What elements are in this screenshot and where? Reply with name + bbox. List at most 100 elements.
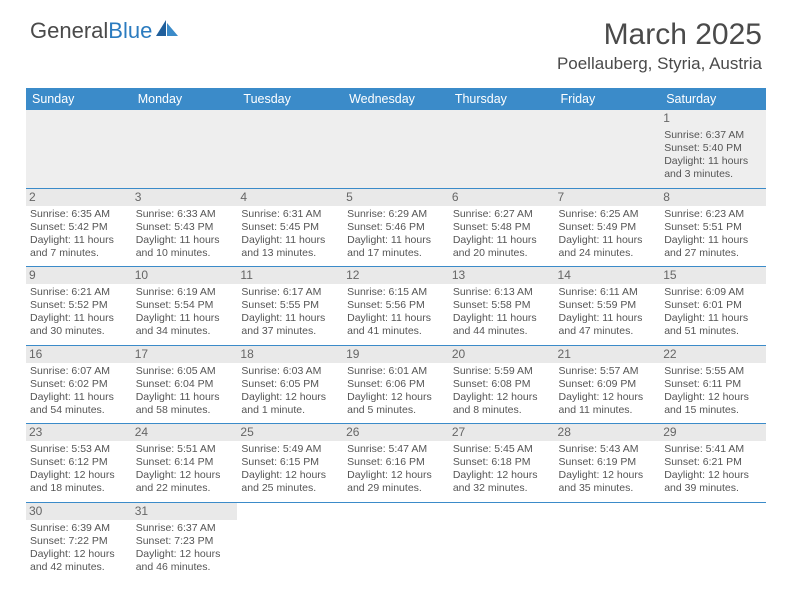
day-number: 21 <box>555 346 661 363</box>
day-number: 20 <box>449 346 555 363</box>
sunrise-text: Sunrise: 5:43 AM <box>559 443 657 456</box>
day-header: Thursday <box>449 88 555 110</box>
header: GeneralBlue March 2025 Poellauberg, Styr… <box>0 0 792 82</box>
daylight-text: and 46 minutes. <box>136 561 234 574</box>
day-number: 30 <box>26 503 132 520</box>
sunset-text: Sunset: 7:22 PM <box>30 535 128 548</box>
sunset-text: Sunset: 5:43 PM <box>136 221 234 234</box>
calendar-cell: 4Sunrise: 6:31 AMSunset: 5:45 PMDaylight… <box>237 188 343 267</box>
day-number: 23 <box>26 424 132 441</box>
daylight-text: Daylight: 11 hours <box>559 234 657 247</box>
daylight-text: Daylight: 11 hours <box>241 312 339 325</box>
calendar-cell: 22Sunrise: 5:55 AMSunset: 6:11 PMDayligh… <box>660 345 766 424</box>
title-block: March 2025 Poellauberg, Styria, Austria <box>557 18 762 74</box>
calendar-cell <box>343 110 449 188</box>
sunrise-text: Sunrise: 6:37 AM <box>136 522 234 535</box>
day-number: 14 <box>555 267 661 284</box>
day-header: Tuesday <box>237 88 343 110</box>
day-number: 10 <box>132 267 238 284</box>
day-number: 6 <box>449 189 555 206</box>
sunset-text: Sunset: 6:01 PM <box>664 299 762 312</box>
logo: GeneralBlue <box>30 18 180 44</box>
sunset-text: Sunset: 5:46 PM <box>347 221 445 234</box>
day-number: 18 <box>237 346 343 363</box>
calendar-cell: 18Sunrise: 6:03 AMSunset: 6:05 PMDayligh… <box>237 345 343 424</box>
sunrise-text: Sunrise: 6:35 AM <box>30 208 128 221</box>
daylight-text: Daylight: 12 hours <box>453 391 551 404</box>
daylight-text: Daylight: 11 hours <box>347 312 445 325</box>
sunset-text: Sunset: 6:16 PM <box>347 456 445 469</box>
sunrise-text: Sunrise: 6:01 AM <box>347 365 445 378</box>
daylight-text: and 7 minutes. <box>30 247 128 260</box>
day-number: 12 <box>343 267 449 284</box>
sunrise-text: Sunrise: 6:25 AM <box>559 208 657 221</box>
sunrise-text: Sunrise: 5:57 AM <box>559 365 657 378</box>
daylight-text: and 3 minutes. <box>664 168 762 181</box>
daylight-text: Daylight: 11 hours <box>664 234 762 247</box>
daylight-text: and 32 minutes. <box>453 482 551 495</box>
calendar-cell: 13Sunrise: 6:13 AMSunset: 5:58 PMDayligh… <box>449 267 555 346</box>
calendar-cell: 27Sunrise: 5:45 AMSunset: 6:18 PMDayligh… <box>449 424 555 503</box>
daylight-text: and 27 minutes. <box>664 247 762 260</box>
calendar-cell <box>237 110 343 188</box>
sail-icon <box>154 18 180 44</box>
calendar-cell: 9Sunrise: 6:21 AMSunset: 5:52 PMDaylight… <box>26 267 132 346</box>
sunrise-text: Sunrise: 6:09 AM <box>664 286 762 299</box>
daylight-text: and 20 minutes. <box>453 247 551 260</box>
daylight-text: Daylight: 12 hours <box>559 469 657 482</box>
daylight-text: Daylight: 12 hours <box>664 391 762 404</box>
location: Poellauberg, Styria, Austria <box>557 54 762 74</box>
sunset-text: Sunset: 6:08 PM <box>453 378 551 391</box>
day-number: 3 <box>132 189 238 206</box>
day-number: 27 <box>449 424 555 441</box>
daylight-text: and 58 minutes. <box>136 404 234 417</box>
calendar-cell: 16Sunrise: 6:07 AMSunset: 6:02 PMDayligh… <box>26 345 132 424</box>
daylight-text: and 1 minute. <box>241 404 339 417</box>
daylight-text: Daylight: 11 hours <box>664 312 762 325</box>
calendar-cell: 17Sunrise: 6:05 AMSunset: 6:04 PMDayligh… <box>132 345 238 424</box>
daylight-text: Daylight: 12 hours <box>241 391 339 404</box>
daylight-text: Daylight: 12 hours <box>30 469 128 482</box>
calendar-row: 1Sunrise: 6:37 AMSunset: 5:40 PMDaylight… <box>26 110 766 188</box>
day-number: 26 <box>343 424 449 441</box>
sunrise-text: Sunrise: 6:37 AM <box>664 129 762 142</box>
calendar-row: 30Sunrise: 6:39 AMSunset: 7:22 PMDayligh… <box>26 502 766 580</box>
sunset-text: Sunset: 5:58 PM <box>453 299 551 312</box>
sunset-text: Sunset: 5:40 PM <box>664 142 762 155</box>
sunset-text: Sunset: 5:54 PM <box>136 299 234 312</box>
daylight-text: and 44 minutes. <box>453 325 551 338</box>
sunset-text: Sunset: 6:19 PM <box>559 456 657 469</box>
calendar-cell <box>555 502 661 580</box>
calendar-cell: 30Sunrise: 6:39 AMSunset: 7:22 PMDayligh… <box>26 502 132 580</box>
sunrise-text: Sunrise: 6:31 AM <box>241 208 339 221</box>
month-title: March 2025 <box>557 18 762 52</box>
daylight-text: and 39 minutes. <box>664 482 762 495</box>
calendar-cell <box>26 110 132 188</box>
day-number: 31 <box>132 503 238 520</box>
daylight-text: and 37 minutes. <box>241 325 339 338</box>
calendar-cell: 11Sunrise: 6:17 AMSunset: 5:55 PMDayligh… <box>237 267 343 346</box>
daylight-text: and 47 minutes. <box>559 325 657 338</box>
daylight-text: Daylight: 12 hours <box>347 469 445 482</box>
sunset-text: Sunset: 5:51 PM <box>664 221 762 234</box>
daylight-text: and 10 minutes. <box>136 247 234 260</box>
sunset-text: Sunset: 5:45 PM <box>241 221 339 234</box>
sunrise-text: Sunrise: 6:33 AM <box>136 208 234 221</box>
sunrise-text: Sunrise: 5:53 AM <box>30 443 128 456</box>
sunrise-text: Sunrise: 6:19 AM <box>136 286 234 299</box>
sunset-text: Sunset: 6:04 PM <box>136 378 234 391</box>
sunset-text: Sunset: 6:06 PM <box>347 378 445 391</box>
calendar-cell: 5Sunrise: 6:29 AMSunset: 5:46 PMDaylight… <box>343 188 449 267</box>
day-header: Sunday <box>26 88 132 110</box>
daylight-text: Daylight: 11 hours <box>664 155 762 168</box>
sunrise-text: Sunrise: 6:23 AM <box>664 208 762 221</box>
calendar-row: 2Sunrise: 6:35 AMSunset: 5:42 PMDaylight… <box>26 188 766 267</box>
sunrise-text: Sunrise: 5:59 AM <box>453 365 551 378</box>
daylight-text: and 17 minutes. <box>347 247 445 260</box>
calendar-cell: 2Sunrise: 6:35 AMSunset: 5:42 PMDaylight… <box>26 188 132 267</box>
daylight-text: Daylight: 12 hours <box>559 391 657 404</box>
day-number: 16 <box>26 346 132 363</box>
calendar-cell <box>449 502 555 580</box>
sunset-text: Sunset: 6:14 PM <box>136 456 234 469</box>
calendar-cell: 8Sunrise: 6:23 AMSunset: 5:51 PMDaylight… <box>660 188 766 267</box>
